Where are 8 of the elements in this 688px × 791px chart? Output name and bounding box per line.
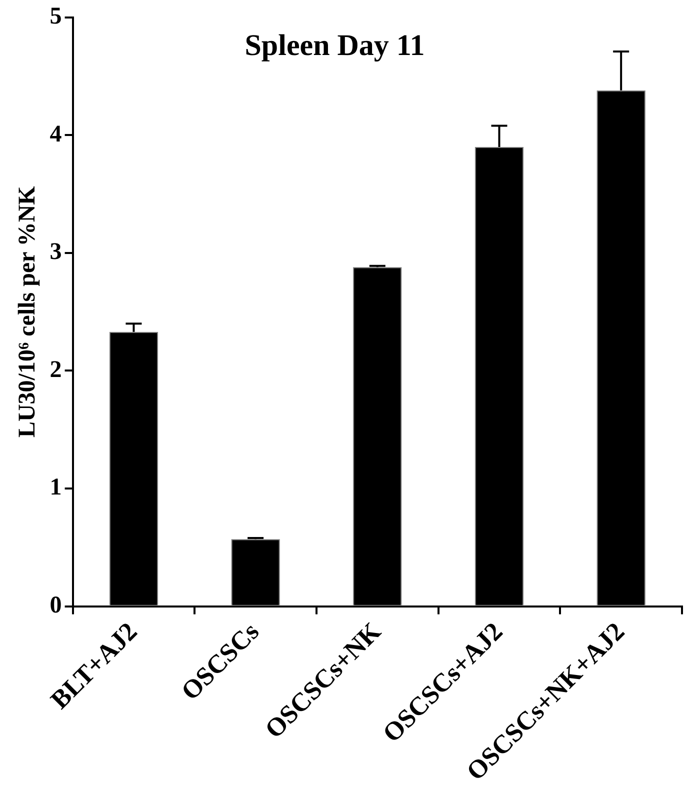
y-tick-label: 2: [50, 356, 62, 383]
y-tick-label: 3: [50, 239, 62, 266]
y-tick-label: 4: [50, 121, 62, 148]
chart-title: Spleen Day 11: [244, 29, 425, 62]
y-tick-label: 1: [50, 474, 62, 501]
y-axis-title: LU30/10⁶ cells per %NK: [14, 186, 41, 438]
y-tick-label: 5: [50, 4, 62, 30]
y-tick-label: 0: [50, 592, 62, 618]
